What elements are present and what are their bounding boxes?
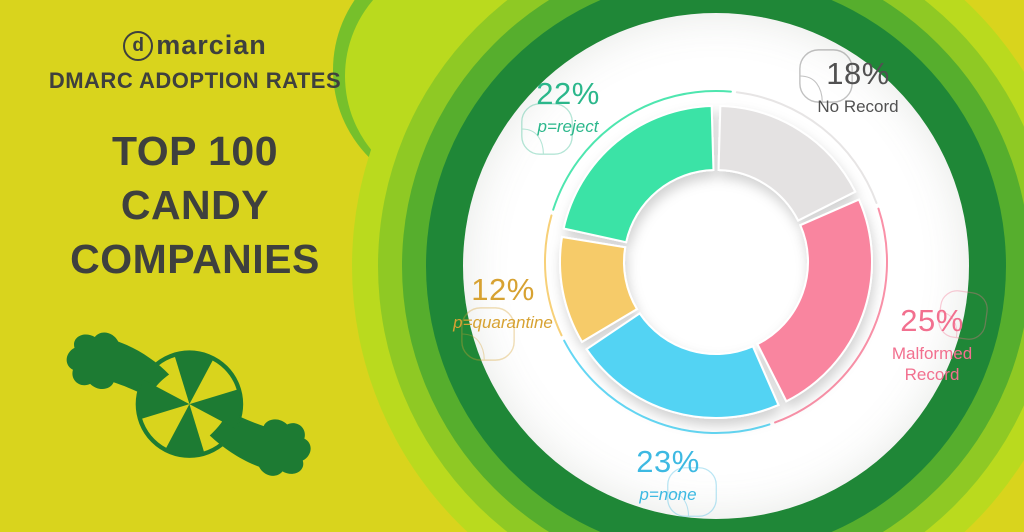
tagline: DMARC ADOPTION RATES bbox=[48, 68, 342, 93]
donut-segment-2 bbox=[585, 312, 780, 419]
segment-name: No Record bbox=[817, 97, 899, 116]
logo-d-icon: d bbox=[123, 30, 154, 61]
wrapper-watermark-icon bbox=[798, 48, 854, 104]
donut-segments bbox=[559, 105, 873, 419]
candy-icon bbox=[62, 326, 320, 494]
donut-segment-3 bbox=[559, 235, 639, 344]
label-p-quarantine: 12% p=quarantine bbox=[428, 272, 578, 333]
label-no-record: 18% No Record bbox=[788, 56, 928, 117]
label-malformed-record: 25% Malformed Record bbox=[869, 303, 995, 386]
wrapper-watermark-icon bbox=[460, 306, 516, 362]
accent-arc-1 bbox=[774, 207, 888, 424]
donut-segment-4 bbox=[562, 105, 715, 244]
dmarcian-logo: d marcian bbox=[0, 30, 390, 61]
segment-name: Malformed Record bbox=[891, 344, 973, 385]
percent-value: 23% bbox=[636, 444, 700, 479]
logo-text: marcian bbox=[156, 30, 267, 60]
segment-name: p=quarantine bbox=[453, 313, 553, 332]
percent-value: 22% bbox=[536, 76, 600, 111]
wrapper-watermark-icon bbox=[935, 287, 991, 343]
percent-value: 18% bbox=[826, 56, 890, 91]
segment-name: p=none bbox=[639, 485, 697, 504]
label-p-reject: 22% p=reject bbox=[498, 76, 638, 137]
percent-value: 25% bbox=[900, 303, 964, 338]
page-title: TOP 100 CANDY COMPANIES bbox=[0, 124, 390, 286]
wrapper-watermark-icon bbox=[666, 466, 718, 518]
left-panel: d marcian DMARC ADOPTION RATES TOP 100 C… bbox=[0, 0, 390, 532]
accent-arc-2 bbox=[563, 339, 771, 434]
outer-accent-arcs bbox=[544, 90, 888, 434]
wrapper-watermark-icon bbox=[520, 102, 574, 156]
title-line-3: COMPANIES bbox=[70, 236, 320, 283]
accent-arc-3 bbox=[544, 214, 563, 337]
percent-value: 12% bbox=[471, 272, 535, 307]
accent-arc-4 bbox=[552, 90, 732, 211]
label-p-none: 23% p=none bbox=[598, 444, 738, 505]
title-line-1: TOP 100 bbox=[111, 128, 279, 174]
accent-arc-0 bbox=[735, 91, 878, 204]
title-line-2: CANDY bbox=[120, 182, 270, 229]
segment-name: p=reject bbox=[537, 117, 599, 136]
donut-segment-0 bbox=[717, 105, 857, 222]
donut-chart bbox=[544, 90, 888, 434]
donut-segment-1 bbox=[756, 198, 873, 403]
chart-background-circle bbox=[463, 13, 969, 519]
